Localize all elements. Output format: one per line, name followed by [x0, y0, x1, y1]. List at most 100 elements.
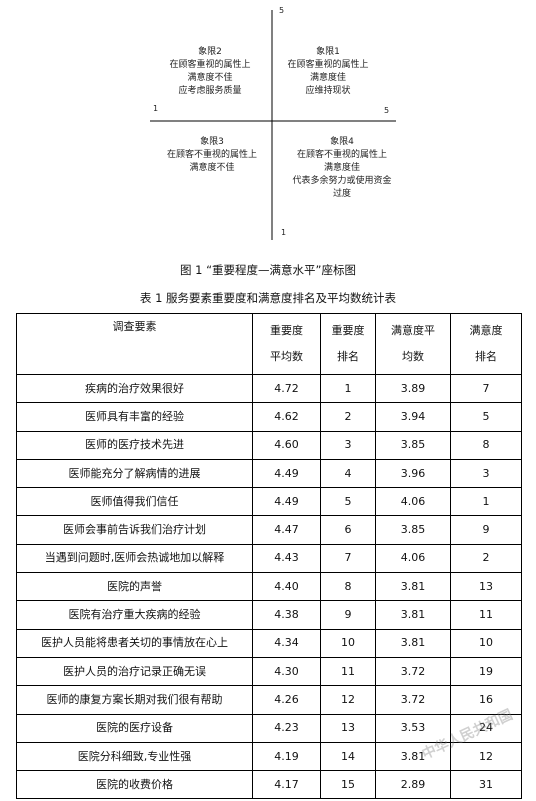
quadrant-line: 代表多余努力或使用资金 [292, 176, 392, 186]
value-cell: 4.17 [252, 770, 321, 800]
quadrant-title: 象限3 [200, 137, 224, 147]
table-header-row: 调查要素 重要度 平均数 重要度 排名 满意度平 均数 满意度 排名 [16, 313, 522, 375]
quadrant-line: 在顾客不重视的属性上 [166, 150, 258, 160]
table-row: 医师的医疗技术先进 4.60 3 3.85 8 [16, 430, 522, 460]
header-line: 满意度 [469, 324, 503, 337]
header-line: 排名 [337, 350, 359, 363]
value-cell: 3.72 [375, 656, 451, 687]
factor-name-cell: 医护人员能将患者关切的事情放在心上 [16, 628, 253, 658]
value-cell: 15 [320, 770, 376, 800]
value-cell: 4.06 [375, 543, 451, 574]
figure-caption: 图 1 “重要程度—满意水平”座标图 [179, 263, 357, 277]
value-cell: 4.38 [252, 600, 321, 630]
value-cell: 3.81 [375, 600, 451, 630]
quadrant-line: 在顾客不重视的属性上 [296, 150, 388, 160]
factor-name-cell: 医师具有丰富的经验 [16, 402, 253, 432]
axis-right-label: 5 [384, 106, 390, 115]
factor-name-cell: 医院的医疗设备 [16, 713, 253, 743]
value-cell: 3.89 [375, 373, 451, 404]
header-line: 满意度平 [391, 324, 435, 337]
header-cell: 重要度 排名 [320, 313, 376, 375]
value-cell: 13 [320, 713, 376, 743]
quadrant-title: 象限4 [330, 137, 354, 147]
value-cell: 4.23 [252, 713, 321, 743]
header-line: 排名 [475, 350, 497, 363]
value-cell: 14 [320, 741, 376, 772]
value-cell: 11 [450, 600, 522, 630]
factor-name-cell: 医师的医疗技术先进 [16, 430, 253, 460]
value-cell: 1 [450, 487, 522, 517]
quadrant-title: 象限2 [198, 47, 222, 57]
table-row: 医院的医疗设备 4.23 13 3.53 24 [16, 713, 522, 743]
value-cell: 4 [320, 458, 376, 489]
value-cell: 8 [450, 430, 522, 460]
header-cell: 满意度 排名 [450, 313, 522, 375]
value-cell: 7 [450, 373, 522, 404]
value-cell: 10 [450, 628, 522, 658]
factor-name-cell: 医院的声誉 [16, 572, 253, 602]
value-cell: 3 [320, 430, 376, 460]
value-cell: 4.34 [252, 628, 321, 658]
quadrant-line: 在顾客重视的属性上 [169, 60, 251, 70]
quadrant-line: 在顾客重视的属性上 [287, 60, 369, 70]
value-cell: 10 [320, 628, 376, 658]
factor-name-cell: 医院分科细致,专业性强 [16, 741, 253, 772]
header-line: 重要度 [270, 324, 303, 337]
table-row: 医师值得我们信任 4.49 5 4.06 1 [16, 487, 522, 517]
factor-name-cell: 当遇到问题时,医师会热诚地加以解释 [16, 543, 253, 574]
table-row: 医师具有丰富的经验 4.62 2 3.94 5 [16, 402, 522, 432]
value-cell: 9 [320, 600, 376, 630]
factor-name-cell: 医院的收费价格 [16, 770, 253, 800]
table-row: 疾病的治疗效果很好 4.72 1 3.89 7 [16, 373, 522, 404]
value-cell: 16 [450, 685, 522, 715]
value-cell: 2 [320, 402, 376, 432]
table-row: 当遇到问题时,医师会热诚地加以解释 4.43 7 4.06 2 [16, 543, 522, 574]
table-row: 医护人员能将患者关切的事情放在心上 4.34 10 3.81 10 [16, 628, 522, 658]
importance-satisfaction-quadrant-diagram: 5 1 1 5 象限2 在顾客重视的属性上 满意度不佳 应考虑服务质量 象限1 … [0, 0, 536, 250]
quadrant-axes [150, 10, 396, 240]
value-cell: 3.85 [375, 515, 451, 545]
table-row: 医院的声誉 4.40 8 3.81 13 [16, 572, 522, 602]
value-cell: 12 [320, 685, 376, 715]
quadrant-1-text: 象限1 在顾客重视的属性上 满意度佳 应维持现状 [287, 46, 368, 98]
axis-top-label: 5 [279, 6, 285, 15]
value-cell: 9 [450, 515, 522, 545]
value-cell: 24 [450, 713, 522, 743]
value-cell: 3.81 [375, 741, 451, 772]
value-cell: 4.49 [252, 458, 321, 489]
service-factor-table: 调查要素 重要度 平均数 重要度 排名 满意度平 均数 满意度 排名 疾病的治疗效果很好… [16, 313, 522, 800]
factor-name-cell: 医师的康复方案长期对我们很有帮助 [16, 685, 253, 715]
value-cell: 4.43 [252, 543, 321, 574]
value-cell: 4.06 [375, 487, 451, 517]
table-row: 医师的康复方案长期对我们很有帮助 4.26 12 3.72 16 [16, 685, 522, 715]
value-cell: 4.26 [252, 685, 321, 715]
value-cell: 4.19 [252, 741, 321, 772]
value-cell: 8 [320, 572, 376, 602]
value-cell: 4.62 [252, 402, 321, 432]
factor-name-cell: 疾病的治疗效果很好 [16, 373, 253, 404]
header-line: 平均数 [270, 350, 303, 363]
quadrant-line: 满意度不佳 [189, 163, 235, 173]
quadrant-line: 满意度不佳 [187, 73, 233, 83]
axis-left-label: 1 [153, 104, 159, 113]
value-cell: 3.96 [375, 458, 451, 489]
quadrant-line: 应维持现状 [305, 86, 351, 96]
header-cell: 满意度平 均数 [375, 313, 451, 375]
table-row: 医护人员的治疗记录正确无误 4.30 11 3.72 19 [16, 656, 522, 687]
factor-name-cell: 医师值得我们信任 [16, 487, 253, 517]
factor-name-cell: 医护人员的治疗记录正确无误 [16, 656, 253, 687]
value-cell: 3.94 [375, 402, 451, 432]
table-row: 医院的收费价格 4.17 15 2.89 31 [16, 770, 522, 800]
header-cell: 重要度 平均数 [252, 313, 321, 375]
quadrant-line: 满意度佳 [323, 163, 361, 173]
value-cell: 4.40 [252, 572, 321, 602]
value-cell: 6 [320, 515, 376, 545]
header-line: 均数 [402, 350, 424, 363]
quadrant-4-text: 象限4 在顾客不重视的属性上 满意度佳 代表多余努力或使用资金 过度 [292, 136, 391, 201]
value-cell: 3 [450, 458, 522, 489]
quadrant-2-text: 象限2 在顾客重视的属性上 满意度不佳 应考虑服务质量 [169, 46, 250, 98]
quadrant-line: 过度 [332, 189, 352, 199]
value-cell: 4.47 [252, 515, 321, 545]
value-cell: 4.72 [252, 373, 321, 404]
header-line: 重要度 [331, 324, 365, 337]
